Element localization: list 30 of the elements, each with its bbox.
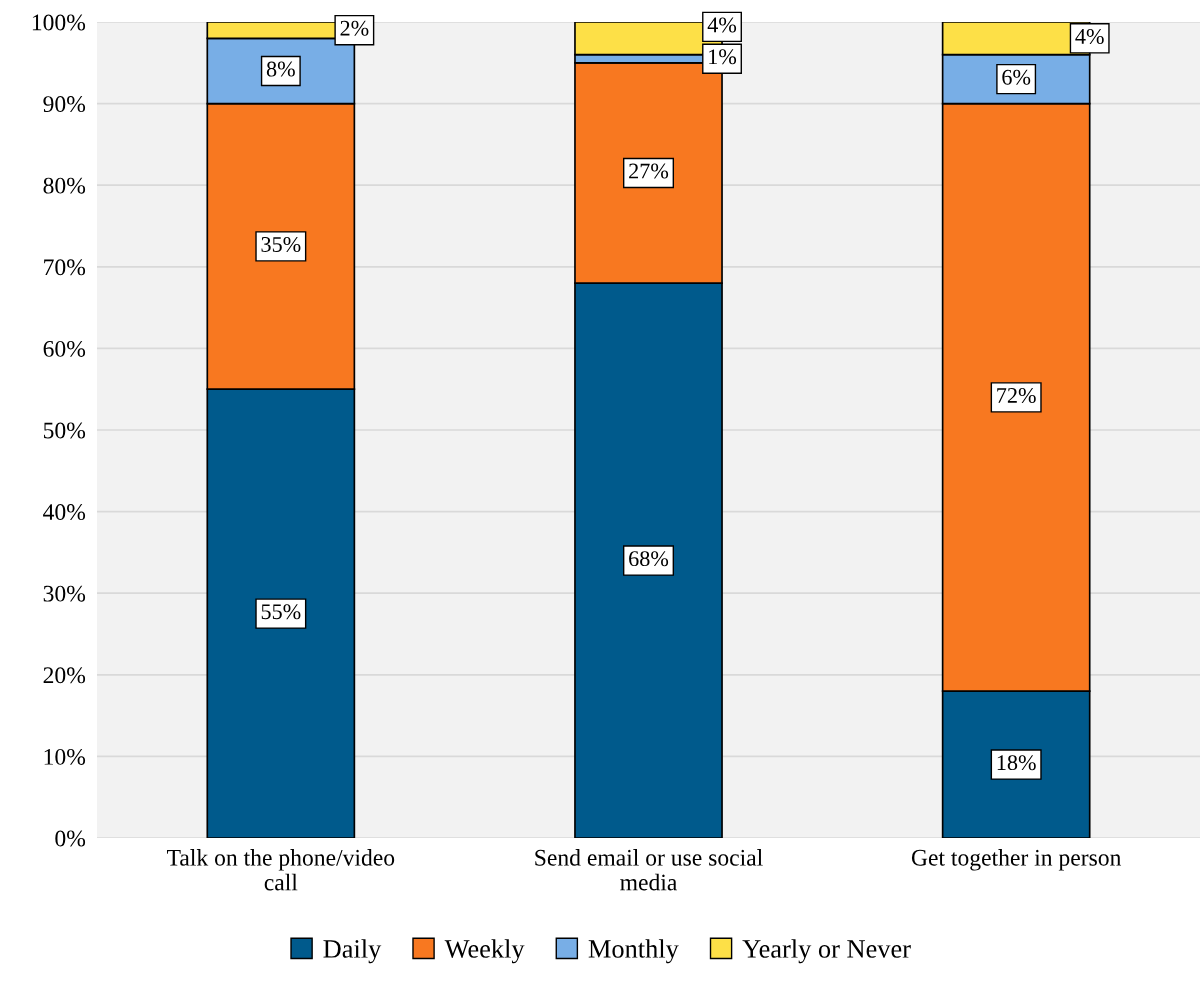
- x-tick-label: Send email or use social media: [535, 849, 763, 891]
- legend-label: Monthly: [588, 939, 679, 964]
- data-label: 4%: [1075, 28, 1104, 44]
- y-tick-label: 70%: [44, 259, 86, 276]
- data-label: 6%: [1002, 69, 1031, 85]
- y-tick-label: 60%: [43, 340, 86, 357]
- data-label: 1%: [709, 49, 737, 65]
- y-tick-label: 40%: [43, 504, 86, 521]
- data-label: 18%: [997, 755, 1036, 771]
- data-label: 27%: [629, 163, 669, 179]
- y-tick-label: 90%: [43, 96, 86, 113]
- legend-label: Daily: [323, 939, 382, 964]
- x-tick-label: Get together in person: [911, 849, 1122, 871]
- data-label: 72%: [997, 387, 1036, 403]
- y-tick-label: 100%: [32, 14, 86, 31]
- data-label: 8%: [266, 61, 295, 77]
- y-tick-label: 20%: [43, 667, 86, 684]
- y-tick-label: 30%: [43, 585, 86, 602]
- data-label: 2%: [340, 20, 369, 36]
- y-tick-label: 80%: [43, 177, 86, 194]
- legend-label: Yearly or Never: [742, 939, 911, 964]
- data-label: 4%: [707, 17, 737, 33]
- legend-label: Weekly: [444, 939, 525, 964]
- x-tick-label: Talk on the phone/video call: [167, 849, 395, 891]
- y-tick-label: 50%: [43, 422, 86, 439]
- data-label: 68%: [629, 551, 669, 567]
- y-tick-label: 0%: [55, 830, 86, 847]
- data-label: 55%: [261, 604, 301, 620]
- y-tick-label: 10%: [44, 748, 86, 765]
- data-label: 35%: [261, 236, 301, 253]
